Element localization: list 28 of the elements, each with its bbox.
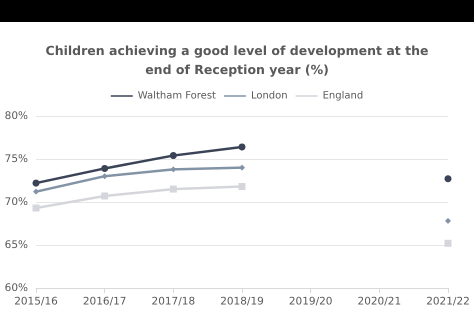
point — [170, 152, 177, 160]
legend-label: London — [250, 90, 288, 102]
point — [170, 186, 177, 193]
x-tick-label: 2016/17 — [82, 296, 126, 308]
point — [101, 192, 108, 200]
x-tick-label: 2021/22 — [426, 296, 470, 308]
x-tick-label: 2018/19 — [220, 296, 264, 308]
point — [101, 164, 108, 172]
legend-label: England — [322, 90, 364, 102]
x-tick-label: 2017/18 — [152, 296, 196, 308]
point — [444, 175, 452, 182]
point — [238, 183, 246, 190]
x-tick-label: 2020/21 — [358, 296, 402, 308]
x-tick-label: 2019/20 — [288, 296, 332, 308]
point — [33, 188, 39, 195]
point — [445, 218, 451, 224]
point — [32, 180, 40, 187]
y-tick-label: 65% — [4, 239, 28, 251]
legend-label: Waltham Forest — [138, 90, 216, 102]
y-tick-label: 80% — [4, 110, 28, 122]
y-tick-label: 70% — [4, 196, 28, 208]
y-tick-label: 75% — [4, 153, 28, 165]
point — [238, 143, 246, 150]
chart-title: Children achieving a good level of development at the end of Reception year (%) — [46, 43, 428, 77]
point — [444, 240, 452, 247]
x-tick-label: 2015/16 — [14, 296, 58, 308]
point — [32, 204, 40, 212]
y-tick-label: 60% — [4, 282, 28, 294]
